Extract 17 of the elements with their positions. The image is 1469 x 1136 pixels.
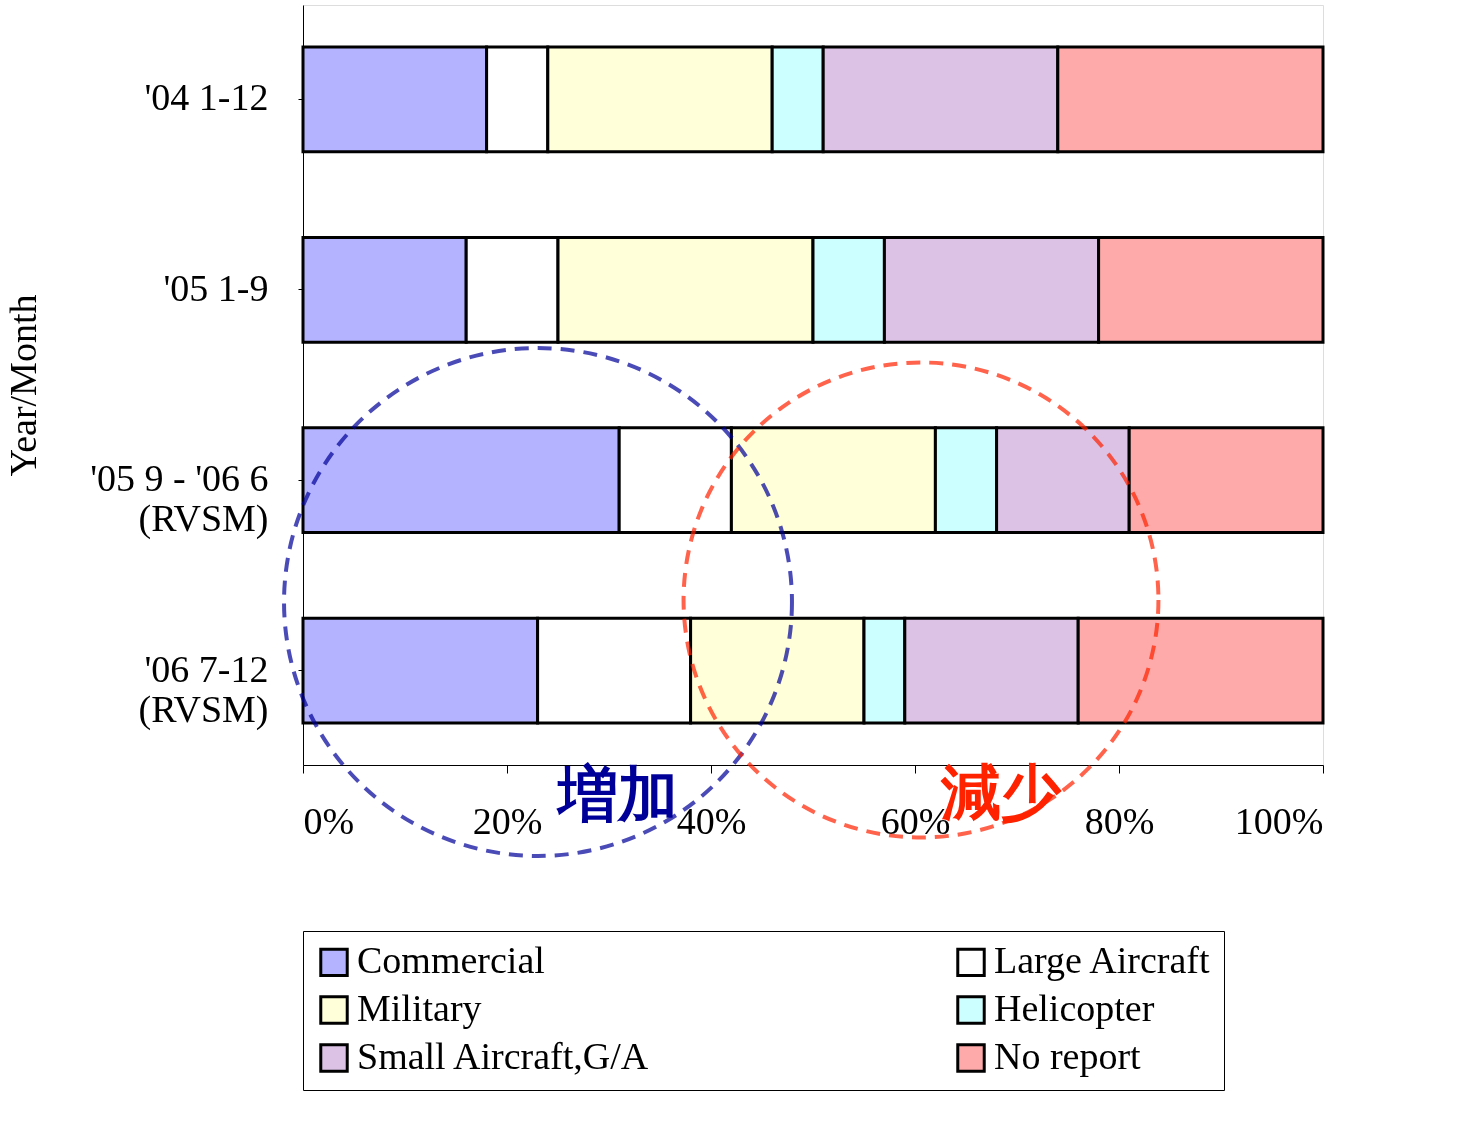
legend-label: Small Aircraft,G/A bbox=[357, 1035, 649, 1077]
x-tick-label: 40% bbox=[676, 799, 747, 842]
y-tick-label: '05 1-9 bbox=[163, 266, 269, 309]
y-tick-label: '06 7-12 (RVSM) bbox=[138, 647, 269, 731]
x-tick-label: 100% bbox=[1234, 799, 1324, 842]
x-tick-label: 0% bbox=[303, 799, 355, 842]
legend-label: Large Aircraft bbox=[994, 939, 1211, 982]
y-tick-label: '04 1-12 bbox=[144, 76, 269, 119]
legend-label: Helicopter bbox=[994, 987, 1155, 1029]
x-tick-label: 80% bbox=[1084, 799, 1155, 842]
annotation: 増加 bbox=[556, 759, 678, 829]
legend-label: No report bbox=[994, 1035, 1142, 1077]
y-axis-title: Year/Month bbox=[1, 294, 44, 477]
legend-label: Commercial bbox=[357, 939, 545, 982]
y-tick-label: '05 9 - '06 6 (RVSM) bbox=[90, 457, 269, 541]
legend-label: Military bbox=[357, 987, 482, 1029]
x-tick-label: 20% bbox=[472, 799, 543, 842]
